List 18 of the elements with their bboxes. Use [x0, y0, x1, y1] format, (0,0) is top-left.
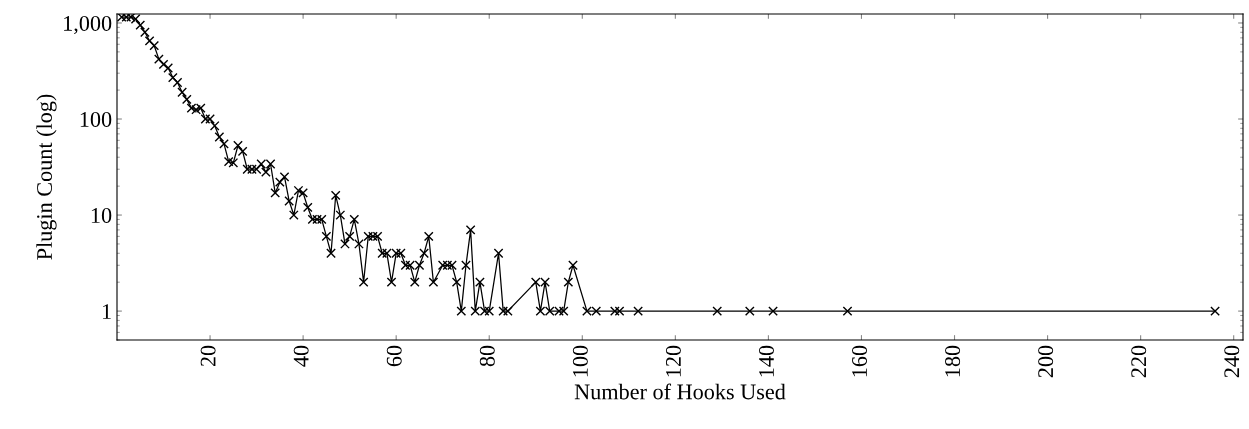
x-tick-label: 200 [1038, 345, 1054, 378]
x-axis-title: Number of Hooks Used [574, 383, 786, 400]
x-tick-label: 140 [758, 345, 774, 377]
x-tick-label: 240 [1224, 345, 1240, 378]
y-tick-label: 10 [91, 207, 112, 223]
y-tick-label: 1 [102, 304, 111, 319]
y-axis-title: Plugin Count (log) [36, 94, 57, 260]
x-tick-label: 20 [200, 345, 216, 367]
x-tick-label: 40 [293, 345, 309, 367]
x-tick-label: 60 [386, 345, 402, 367]
x-tick-label: 180 [945, 345, 961, 377]
x-tick-label: 100 [572, 345, 588, 377]
y-tick-label: 1,000 [64, 15, 112, 35]
x-tick-label: 220 [1131, 345, 1147, 378]
x-tick-label: 80 [479, 345, 495, 367]
x-tick-label: 120 [665, 345, 681, 377]
x-tick-label: 160 [852, 345, 868, 377]
y-tick-label: 100 [80, 111, 112, 127]
